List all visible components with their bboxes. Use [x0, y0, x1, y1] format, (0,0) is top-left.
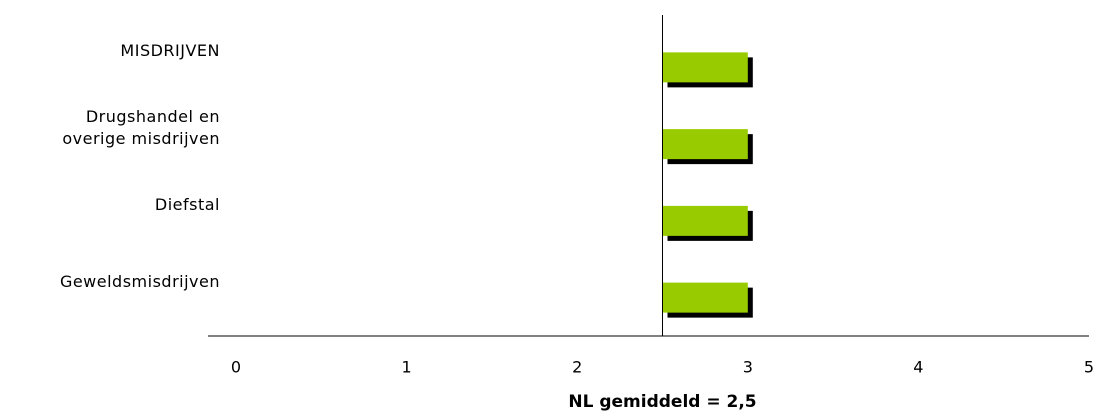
x-tick-label: 1: [402, 358, 412, 377]
x-tick-label: 0: [231, 358, 241, 377]
x-tick-label: 5: [1084, 358, 1094, 377]
reference-label: NL gemiddeld = 2,5: [568, 392, 756, 412]
bar: [662, 282, 748, 313]
bar: [662, 129, 748, 160]
x-tick-label: 3: [743, 358, 753, 377]
x-tick-label: 2: [572, 358, 582, 377]
bar: [662, 52, 748, 83]
category-label: Diefstal: [154, 194, 220, 214]
category-label: Drugshandel en overige misdrijven: [62, 107, 220, 149]
category-label: MISDRIJVEN: [120, 41, 220, 61]
category-label: Geweldsmisdrijven: [59, 271, 220, 291]
x-tick-label: 4: [913, 358, 923, 377]
bar: [662, 205, 748, 236]
